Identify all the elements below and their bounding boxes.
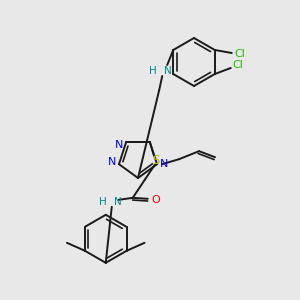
Text: N: N xyxy=(108,157,116,167)
Text: Cl: Cl xyxy=(232,60,243,70)
Text: O: O xyxy=(152,195,160,205)
Text: N: N xyxy=(115,140,123,150)
Text: N: N xyxy=(164,66,172,76)
Text: S: S xyxy=(152,154,159,167)
Text: H: H xyxy=(99,197,107,207)
Text: H: H xyxy=(149,66,157,76)
Text: Cl: Cl xyxy=(234,49,245,59)
Text: N: N xyxy=(114,197,122,207)
Text: N: N xyxy=(160,159,168,169)
